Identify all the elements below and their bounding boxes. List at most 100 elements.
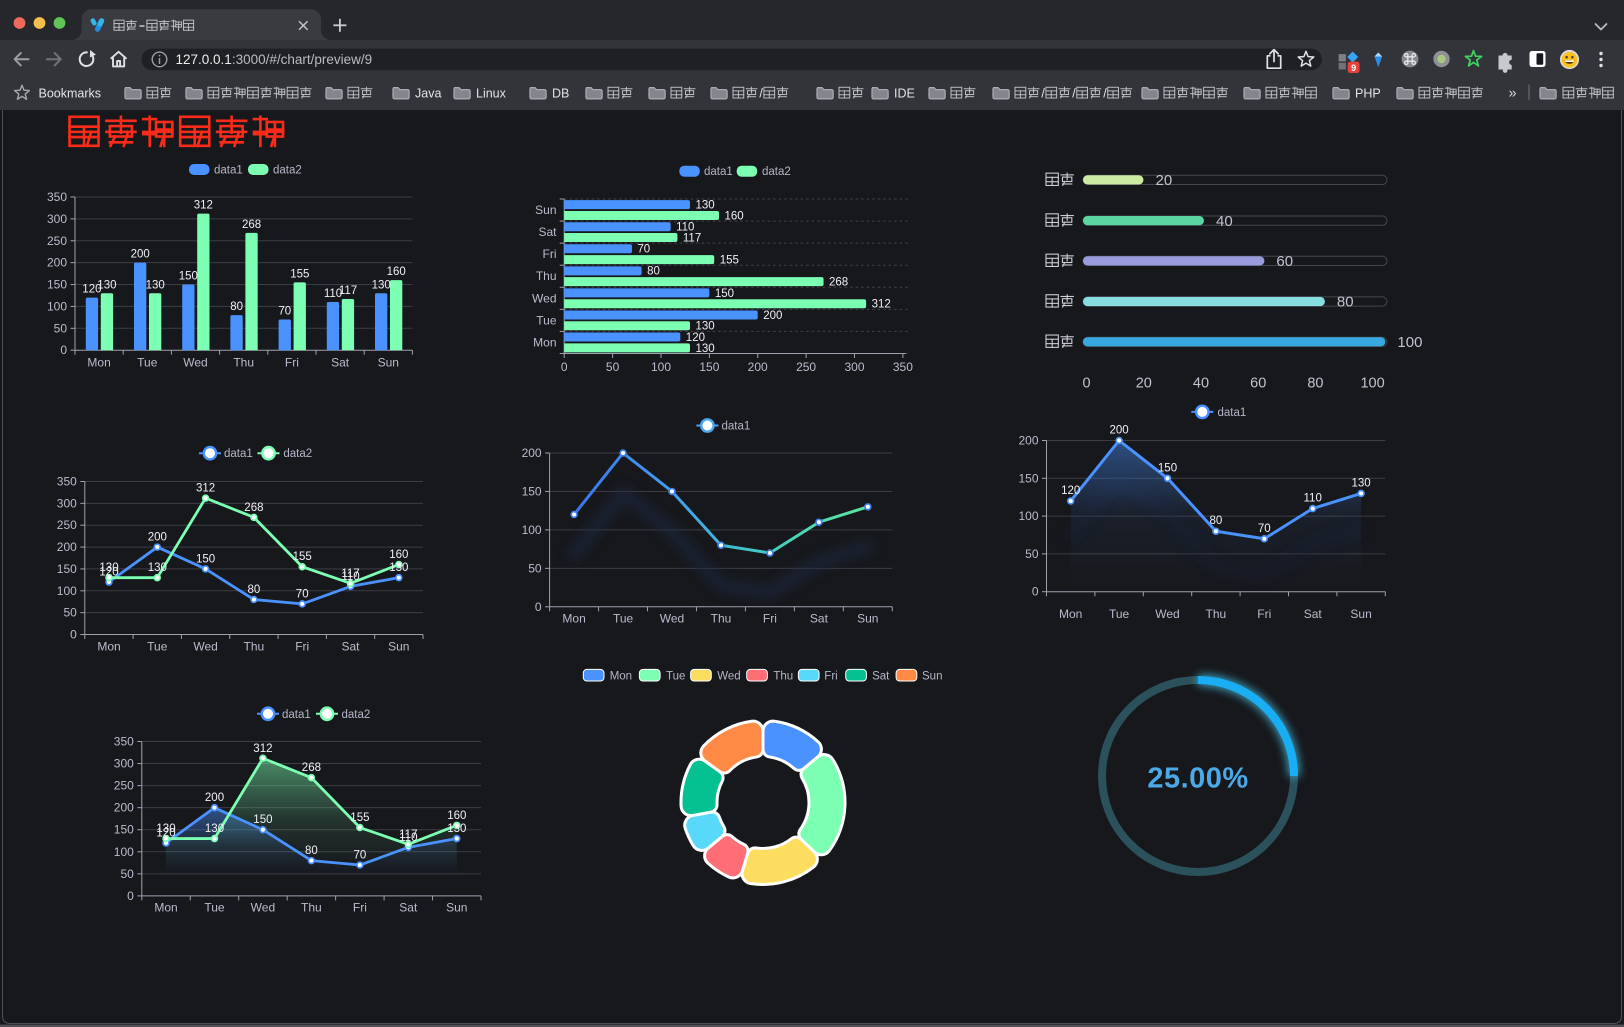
svg-text:200: 200 [748,360,768,374]
svg-text:100: 100 [47,299,67,313]
svg-text:Sun: Sun [388,640,409,654]
svg-text:117: 117 [341,568,359,580]
svg-text:data2: data2 [762,166,791,178]
svg-text:Mon: Mon [87,356,110,370]
svg-text:130: 130 [97,279,116,291]
svg-text:300: 300 [57,496,77,510]
svg-text:Linux: Linux [476,87,507,101]
svg-text:Fri: Fri [763,612,777,626]
svg-text:120: 120 [686,332,705,344]
svg-text:80: 80 [647,266,660,278]
svg-text:130: 130 [389,562,408,574]
svg-text:Mon: Mon [154,901,177,915]
svg-text:100: 100 [1018,509,1038,523]
svg-text:250: 250 [114,779,134,793]
svg-text:Wed: Wed [660,612,684,626]
svg-text:200: 200 [522,446,542,460]
svg-text:Wed: Wed [1155,607,1179,621]
svg-text:155: 155 [350,812,369,824]
svg-text:100: 100 [114,845,134,859]
svg-text:50: 50 [120,867,134,881]
svg-text:268: 268 [829,277,848,289]
svg-text:80: 80 [248,584,261,596]
svg-text:0: 0 [535,600,542,614]
svg-text:130: 130 [156,823,175,835]
svg-text:120: 120 [1061,485,1080,497]
svg-text:Tue: Tue [204,901,225,915]
svg-text:150: 150 [253,814,272,826]
svg-text:Mon: Mon [610,670,632,682]
svg-text:160: 160 [447,810,466,822]
svg-text:Sun: Sun [1350,607,1371,621]
svg-text:data1: data1 [1218,407,1247,419]
svg-text:Sat: Sat [810,612,829,626]
svg-text:70: 70 [1258,523,1271,535]
svg-text:Fri: Fri [295,640,309,654]
svg-text:Thu: Thu [773,670,793,682]
svg-text:Thu: Thu [711,612,732,626]
svg-text:/: / [759,87,763,101]
svg-text:150: 150 [57,562,77,576]
svg-text:Tue: Tue [536,313,557,327]
svg-text:9: 9 [1351,63,1356,73]
svg-text:100: 100 [522,523,542,537]
svg-text:/: / [1041,87,1045,101]
svg-text:250: 250 [47,234,67,248]
svg-text:Mon: Mon [562,612,585,626]
svg-text:268: 268 [302,762,321,774]
svg-text:40: 40 [1216,213,1233,230]
svg-text:350: 350 [893,360,913,374]
svg-text:Wed: Wed [251,901,275,915]
svg-text:100: 100 [1360,376,1384,392]
svg-text:110: 110 [676,222,694,234]
svg-text:80: 80 [305,845,318,857]
svg-text:110: 110 [341,571,359,583]
svg-text:Sat: Sat [1304,607,1323,621]
svg-text:200: 200 [763,310,782,322]
svg-text:0: 0 [127,889,134,903]
svg-text:120: 120 [156,828,175,840]
svg-text:Thu: Thu [536,269,557,283]
svg-text:Wed: Wed [183,356,207,370]
svg-text:312: 312 [253,743,272,755]
svg-text:Tue: Tue [666,670,685,682]
svg-text:100: 100 [1397,334,1422,351]
svg-text:70: 70 [637,244,650,256]
svg-text:312: 312 [872,299,891,311]
svg-text:0: 0 [1032,585,1039,599]
svg-text:130: 130 [696,200,715,212]
svg-text:250: 250 [57,518,77,532]
svg-text:150: 150 [114,823,134,837]
svg-text:data1: data1 [282,709,311,721]
svg-text:/: / [1072,87,1076,101]
svg-text:130: 130 [696,321,715,333]
svg-text:Wed: Wed [532,291,556,305]
svg-text:Fri: Fri [353,901,367,915]
svg-text:50: 50 [606,360,620,374]
svg-text:Sat: Sat [341,640,360,654]
svg-text:60: 60 [1250,376,1266,392]
svg-text:Mon: Mon [533,336,556,350]
svg-text:20: 20 [1156,172,1173,189]
svg-text:200: 200 [131,249,150,261]
svg-text:268: 268 [244,502,263,514]
svg-text:data2: data2 [273,165,302,177]
svg-text:150: 150 [179,271,198,283]
svg-text:200: 200 [47,256,67,270]
svg-text:0: 0 [70,628,77,642]
svg-text:117: 117 [399,829,417,841]
svg-text:Mon: Mon [97,640,120,654]
svg-text:50: 50 [63,606,77,620]
svg-text:0: 0 [561,360,568,374]
svg-text:50: 50 [54,321,68,335]
svg-text:130: 130 [447,823,466,835]
svg-text:160: 160 [387,266,406,278]
svg-text:120: 120 [82,284,101,296]
svg-text:160: 160 [389,549,408,561]
svg-text:»: » [1509,86,1517,102]
svg-text:200: 200 [148,532,167,544]
svg-text:350: 350 [47,190,67,204]
svg-text:/: / [1103,87,1107,101]
svg-text:155: 155 [293,551,312,563]
svg-text:117: 117 [683,232,701,244]
